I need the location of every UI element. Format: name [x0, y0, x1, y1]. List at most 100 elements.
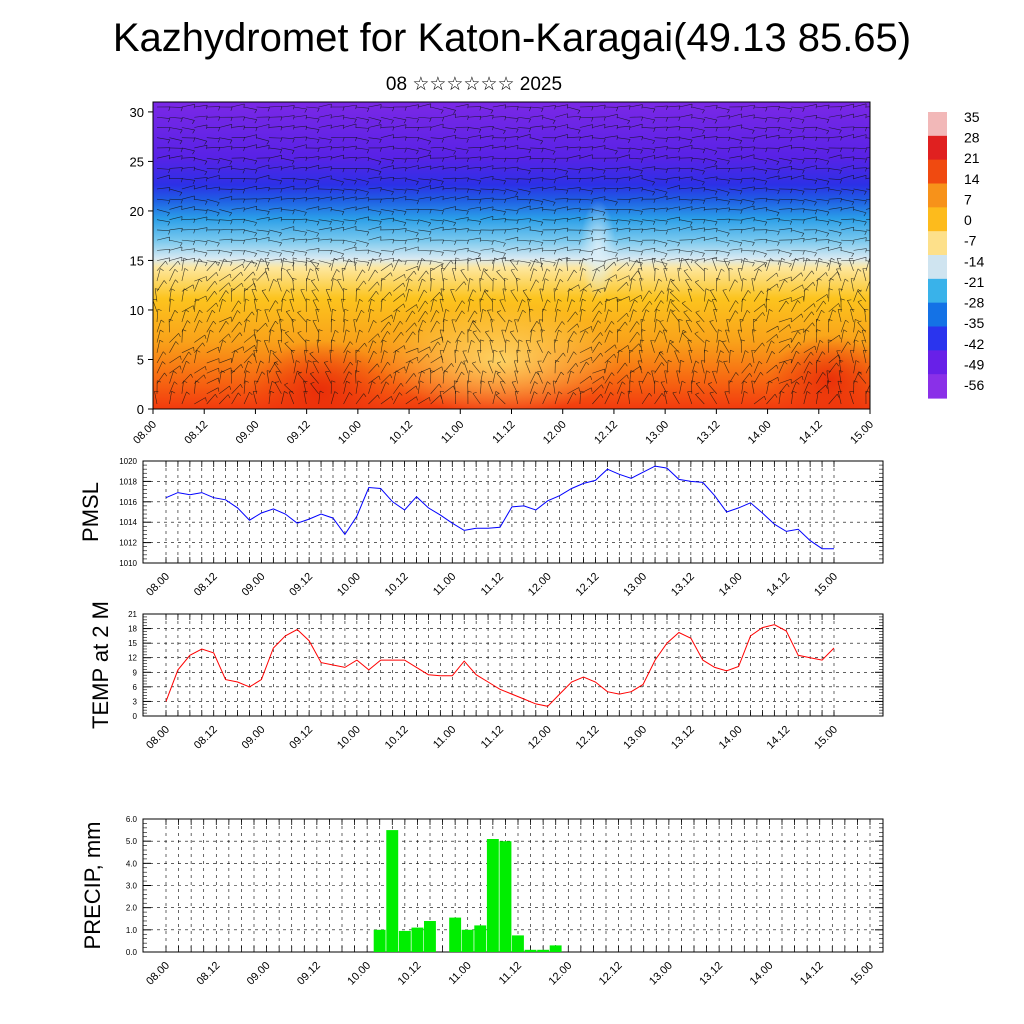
wind-barb [778, 166, 792, 169]
wind-barb [439, 329, 444, 343]
wind-barb [477, 350, 481, 364]
wind-barb [716, 250, 730, 254]
wind-barb [206, 186, 220, 190]
wind-barb-flag [479, 199, 482, 204]
wind-barb [243, 360, 249, 374]
wind-barb [704, 136, 718, 139]
wind-barb-flag [217, 387, 220, 392]
wind-barb [791, 331, 799, 343]
wind-barb [450, 289, 456, 302]
wind-barb [505, 236, 519, 241]
wind-barb [218, 340, 223, 353]
wind-barb [430, 260, 444, 264]
wind-barb-flag [528, 240, 531, 245]
wind-barb [430, 278, 432, 292]
wind-barb-flag [614, 261, 617, 266]
wind-barb-flag [484, 289, 489, 292]
x-tick-label: 08.12 [192, 571, 220, 599]
wind-barb [642, 208, 656, 210]
wind-barb [318, 146, 332, 149]
wind-barb [355, 280, 364, 292]
wind-barb [709, 392, 717, 405]
wind-barb [231, 259, 245, 261]
wind-barb-flag [744, 390, 748, 394]
wind-barb [803, 345, 816, 354]
wind-barb [430, 186, 444, 190]
wind-barb-flag [726, 319, 731, 321]
wind-barb [355, 206, 369, 210]
wind-barb-flag [535, 371, 540, 375]
wind-barb-flag [509, 258, 514, 261]
wind-barb [318, 227, 332, 231]
wind-barb [492, 250, 506, 254]
wind-barb-flag [291, 150, 295, 155]
wind-barb-flag [681, 301, 686, 304]
wind-barb [244, 185, 257, 190]
wind-barb-flag [399, 392, 403, 396]
wind-barb [355, 137, 369, 141]
wind-barb [579, 326, 592, 333]
wind-barb [654, 178, 668, 180]
wind-barb-flag [714, 221, 718, 226]
wind-barb-flag [651, 257, 657, 259]
wind-barb-flag [566, 104, 569, 109]
wind-barb [293, 197, 307, 200]
wind-barb-flag [261, 289, 267, 291]
y-tick-label: 21 [128, 610, 137, 619]
wind-barb-flag [266, 370, 271, 372]
wind-barb [803, 209, 817, 211]
wind-barb-flag [740, 209, 743, 214]
wind-barb [853, 198, 867, 202]
heatmap-x-tick-label: 12.12 [592, 419, 620, 447]
wind-barb [553, 339, 556, 353]
wind-barb-flag [286, 268, 291, 271]
wind-barb [281, 177, 295, 179]
wind-barb-flag [629, 349, 634, 352]
wind-barb-flag [497, 310, 502, 313]
wind-barb-flag [391, 396, 393, 401]
wind-barb [455, 104, 469, 108]
wind-barb-flag [578, 240, 581, 245]
wind-barb-flag [718, 360, 723, 363]
wind-barb [592, 246, 605, 251]
wind-barb-flag [839, 335, 841, 340]
wind-barb [840, 329, 844, 343]
wind-barb [156, 174, 170, 179]
wind-barb-flag [664, 263, 668, 268]
wind-barb [430, 320, 438, 333]
wind-barb [579, 216, 593, 220]
wind-barb [604, 114, 618, 118]
wind-barb [841, 250, 854, 254]
wind-barb [853, 167, 867, 169]
wind-barb-flag [412, 331, 416, 336]
wind-barb [353, 257, 357, 271]
wind-barb [741, 278, 744, 292]
wind-barb [380, 298, 383, 312]
wind-barb [604, 257, 618, 261]
wind-barb-flag [802, 159, 805, 164]
wind-barb-flag [790, 189, 793, 194]
x-tick-label: 13.00 [621, 571, 649, 599]
wind-barb [393, 366, 405, 374]
wind-barb-flag [254, 253, 257, 257]
wind-barb-flag [275, 381, 280, 383]
wind-barb-flag [628, 105, 631, 110]
wind-barb-flag [826, 263, 830, 267]
wind-barb [530, 125, 544, 128]
wind-barb [716, 350, 721, 364]
wind-barb-flag [170, 298, 175, 301]
wind-barb-flag [822, 372, 826, 376]
wind-barb-flag [813, 303, 816, 308]
wind-barb [642, 219, 656, 222]
wind-barb [463, 360, 469, 374]
wind-barb-flag [474, 310, 478, 315]
wind-barb [791, 174, 804, 179]
wind-barb [604, 353, 615, 364]
wind-barb-flag [615, 252, 618, 257]
wind-barb-flag [797, 361, 801, 366]
wind-barb [323, 362, 332, 374]
wind-barb-flag [744, 257, 749, 261]
wind-barb-flag [617, 329, 622, 332]
colorbar-swatch [928, 112, 947, 137]
wind-barb-flag [864, 308, 869, 311]
